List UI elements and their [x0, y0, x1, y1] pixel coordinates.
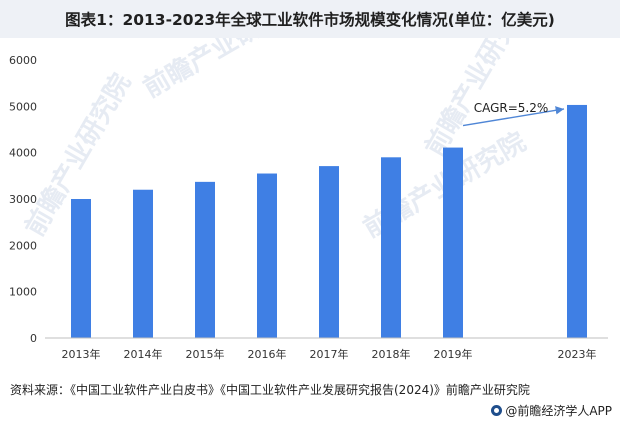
x-tick-label: 2018年: [372, 347, 411, 361]
watermark-text: 前瞻产业研究院: [138, 38, 311, 104]
y-axis: 0 1000 2000 3000 4000 5000 6000: [9, 54, 37, 345]
brand-label: @前瞻经济学人APP: [505, 404, 612, 418]
x-tick-label: 2014年: [124, 347, 163, 361]
x-tick-label: 2023年: [558, 347, 597, 361]
title-bar: [0, 0, 620, 38]
brand-credit: @前瞻经济学人APP: [491, 402, 612, 419]
y-tick-label: 4000: [9, 147, 37, 160]
brand-logo-icon: [491, 405, 503, 416]
chart-title: 图表1：2013-2023年全球工业软件市场规模变化情况(单位：亿美元): [65, 11, 555, 29]
y-tick-label: 0: [30, 332, 37, 345]
bars: [71, 104, 587, 339]
y-tick-label: 6000: [9, 54, 37, 67]
cagr-label: CAGR=5.2%: [474, 101, 549, 115]
bar: [133, 189, 153, 338]
x-tick-label: 2013年: [62, 347, 101, 361]
bar: [381, 157, 401, 338]
x-tick-label: 2019年: [434, 347, 473, 361]
bar-chart: 前瞻产业研究院前瞻产业研究院前瞻产业研究院前瞻产业研究院 01000200030…: [9, 38, 608, 361]
bar: [567, 104, 587, 339]
x-axis: 2013年 2014年 2015年 2016年 2017年 2018年 2019年 2023年: [45, 337, 608, 361]
x-tick-label: 2017年: [310, 347, 349, 361]
source-note: 资料来源：《中国工业软件产业白皮书》《中国工业软件产业发展研究报告(2024)》…: [10, 383, 530, 397]
cagr-annotation: CAGR=5.2%: [462, 101, 565, 127]
y-tick-label: 2000: [9, 239, 37, 252]
y-tick-label: 3000: [9, 193, 37, 206]
y-tick-label: 5000: [9, 100, 37, 113]
bar: [257, 173, 277, 338]
x-tick-label: 2015年: [186, 347, 225, 361]
bar: [71, 199, 91, 338]
bar: [319, 166, 339, 338]
x-tick-label: 2016年: [248, 347, 287, 361]
bar: [443, 147, 463, 338]
bar: [195, 181, 215, 338]
y-tick-label: 1000: [9, 286, 37, 299]
cagr-arrow: [462, 106, 565, 127]
